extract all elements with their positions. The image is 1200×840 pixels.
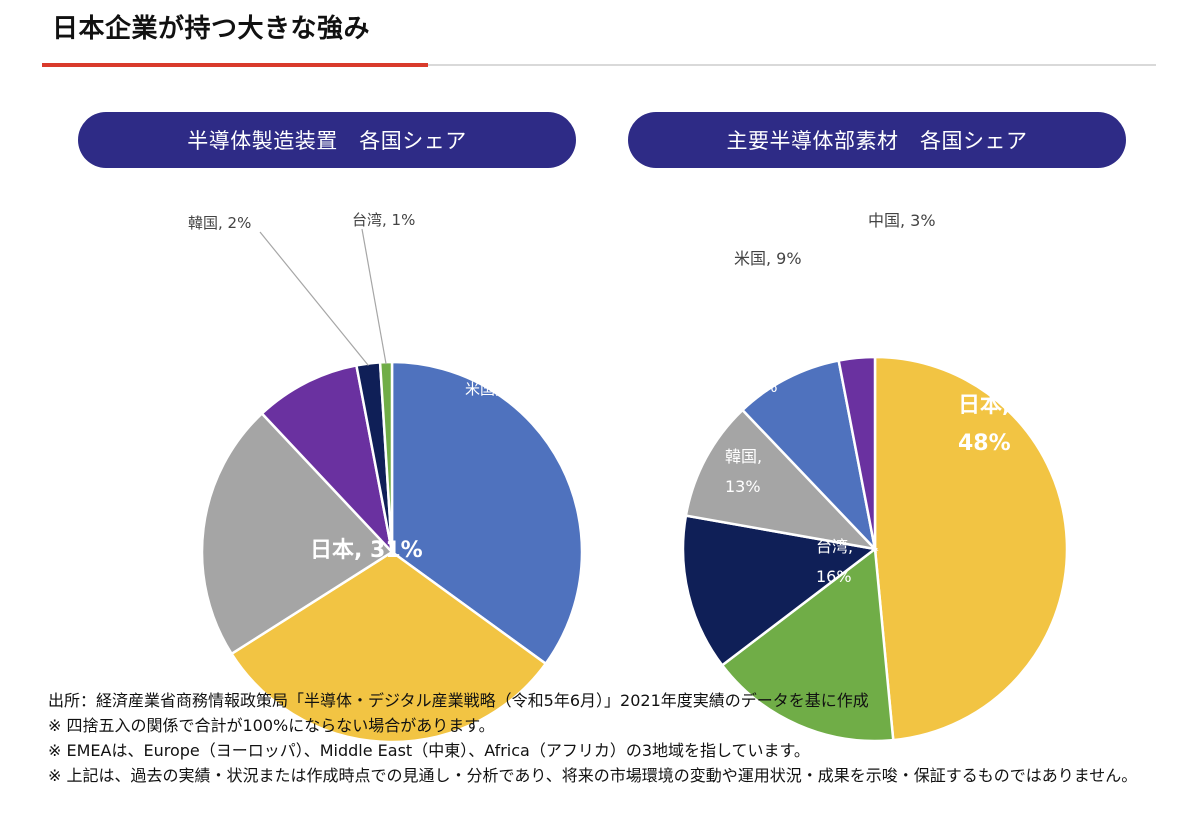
rounding-note: ※ 四捨五入の関係で合計が100%にならない場合があります。 — [48, 716, 495, 735]
slice-label-japan: 日本, 48% — [958, 393, 1011, 456]
leader-line — [361, 228, 387, 365]
pie-slices — [681, 355, 1069, 743]
chart-title-pill: 主要半導体部素材 各国シェア — [628, 112, 1126, 168]
pie-labels: 日本, 48% 台湾, 16% 韓国, 13% EMEA, 10% 米国, 9% 中国, 3% — [725, 211, 1011, 586]
pie-slices — [200, 360, 584, 744]
page-title: 日本企業が持つ大きな強み — [52, 14, 371, 44]
slice-label-china: 中国, 9% — [253, 283, 288, 330]
slice-label-china: 中国, 3% — [868, 211, 936, 230]
footnotes: 出所：経済産業省商務情報政策局「半導体・デジタル産業戦略（令和5年6月）」202… — [48, 688, 1158, 788]
title-accent-bar — [42, 63, 428, 67]
pie-slice-taiwan — [720, 546, 895, 743]
title-divider — [42, 64, 1156, 66]
materials-share-chart: 主要半導体部素材 各国シェア 日本, 48% 台湾, 16% 韓国, 13% EMEA, 10… — [620, 112, 1140, 743]
pie-slice-china — [837, 355, 877, 550]
pie-slice-china — [260, 363, 395, 556]
leader-line — [259, 231, 369, 366]
pie-chart-equipment: 米国, 35% 日本, 31% EMEA, 22% 中国, 9% 韓国, 2% 台湾, 1% — [188, 211, 584, 744]
emea-note: ※ EMEAは、Europe（ヨーロッパ）、Middle East（中東）、Af… — [48, 741, 810, 760]
pie-slice-us — [740, 359, 878, 553]
slice-label-korea: 韓国, 13% — [725, 447, 762, 496]
pie-slice-japan — [229, 550, 548, 744]
chart-title-pill: 半導体製造装置 各国シェア — [78, 112, 576, 168]
pie-chart-materials: 日本, 48% 台湾, 16% 韓国, 13% EMEA, 10% 米国, 9% 中国, 3% — [681, 211, 1069, 743]
slice-label-taiwan: 台湾, 16% — [816, 537, 853, 586]
slice-label-emea: EMEA, 10% — [742, 347, 792, 396]
pie-slice-japan — [873, 355, 1069, 742]
equipment-share-chart: 半導体製造装置 各国シェア 米国, 35% 日本, 31% EMEA, 22% 中国, 9… — [70, 112, 590, 744]
slice-label-us: 米国, 9% — [734, 249, 802, 268]
slice-label-taiwan: 台湾, 1% — [352, 211, 415, 229]
slice-label-emea: EMEA, 22% — [190, 398, 237, 445]
pie-slice-us — [390, 360, 584, 666]
disclaimer-note: ※ 上記は、過去の実績・状況または作成時点での見通し・分析であり、将来の市場環境… — [48, 766, 1138, 785]
pie-labels: 米国, 35% 日本, 31% EMEA, 22% 中国, 9% 韓国, 2% 台湾, 1% — [188, 211, 538, 563]
pie-slice-emea — [200, 411, 394, 656]
slice-label-us: 米国, 35% — [465, 380, 538, 398]
pie-slice-emea — [684, 408, 879, 551]
slice-label-japan: 日本, 31% — [310, 538, 423, 563]
pie-slice-korea — [681, 514, 879, 668]
source-note: 出所：経済産業省商務情報政策局「半導体・デジタル産業戦略（令和5年6月）」202… — [48, 691, 869, 710]
slice-label-korea: 韓国, 2% — [188, 214, 251, 232]
